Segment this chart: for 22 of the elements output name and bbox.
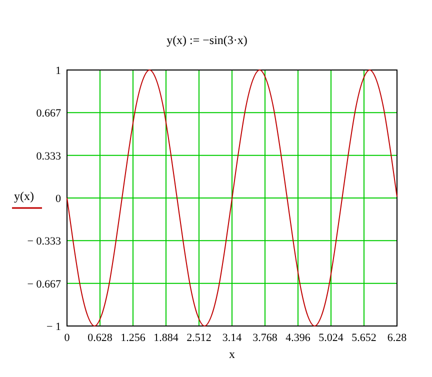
- y-tick-label: 0: [56, 193, 62, 205]
- y-tick-label: − 0.333: [27, 236, 62, 248]
- x-tick-label: 1.256: [120, 332, 146, 344]
- y-tick-label: 1: [56, 65, 61, 77]
- text: y(x): [14, 189, 34, 203]
- x-tick-label: 4.396: [286, 332, 311, 344]
- x-tick-label: 5.024: [318, 332, 344, 344]
- x-tick-label: 0.628: [88, 332, 113, 344]
- y-tick-label: 0.333: [36, 150, 62, 162]
- y-tick-label: − 0.667: [27, 278, 62, 290]
- chart-title: y(x) := −sin(3·x): [166, 33, 248, 47]
- x-tick-label: 5.652: [352, 332, 376, 344]
- y-tick-label: 0.667: [36, 108, 62, 120]
- x-tick-label: 2.512: [186, 332, 212, 344]
- x-tick-label: 6.28: [387, 332, 408, 344]
- x-axis-title: x: [229, 347, 235, 361]
- x-tick-label: 0: [64, 332, 70, 344]
- x-tick-label: 1.884: [154, 332, 179, 344]
- line-series: [66, 70, 398, 326]
- x-tick-label: 3.14: [222, 332, 242, 344]
- x-tick-label: 3.768: [252, 332, 278, 344]
- y-tick-label: − 1: [46, 321, 61, 333]
